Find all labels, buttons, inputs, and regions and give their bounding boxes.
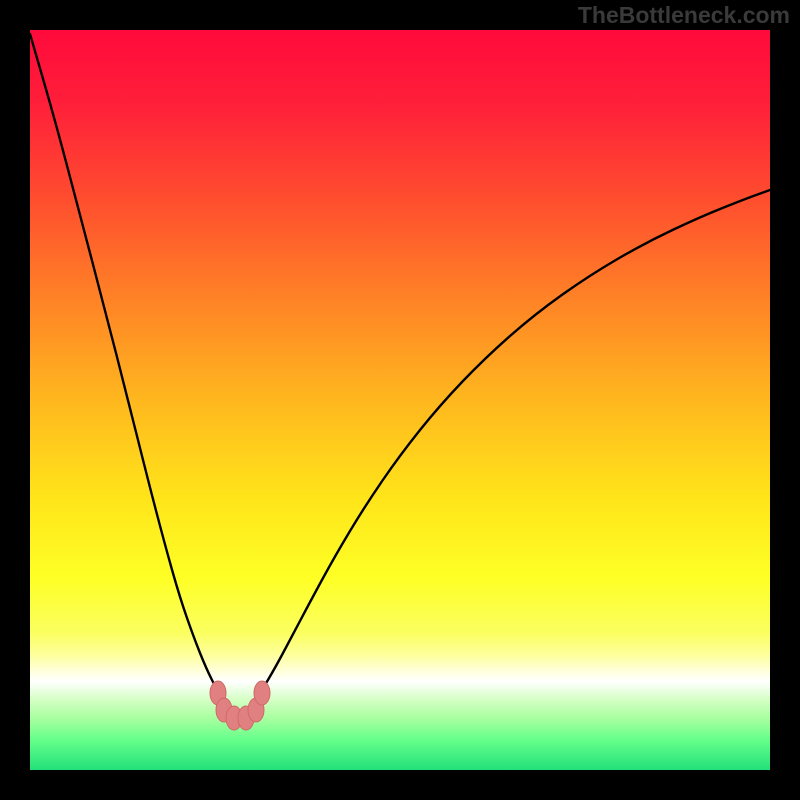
watermark-text: TheBottleneck.com [578,2,790,29]
chart-frame [0,0,800,800]
bottleneck-marker [254,681,270,705]
gradient-background [30,30,770,770]
plot-svg [30,30,770,770]
plot-area [30,30,770,770]
